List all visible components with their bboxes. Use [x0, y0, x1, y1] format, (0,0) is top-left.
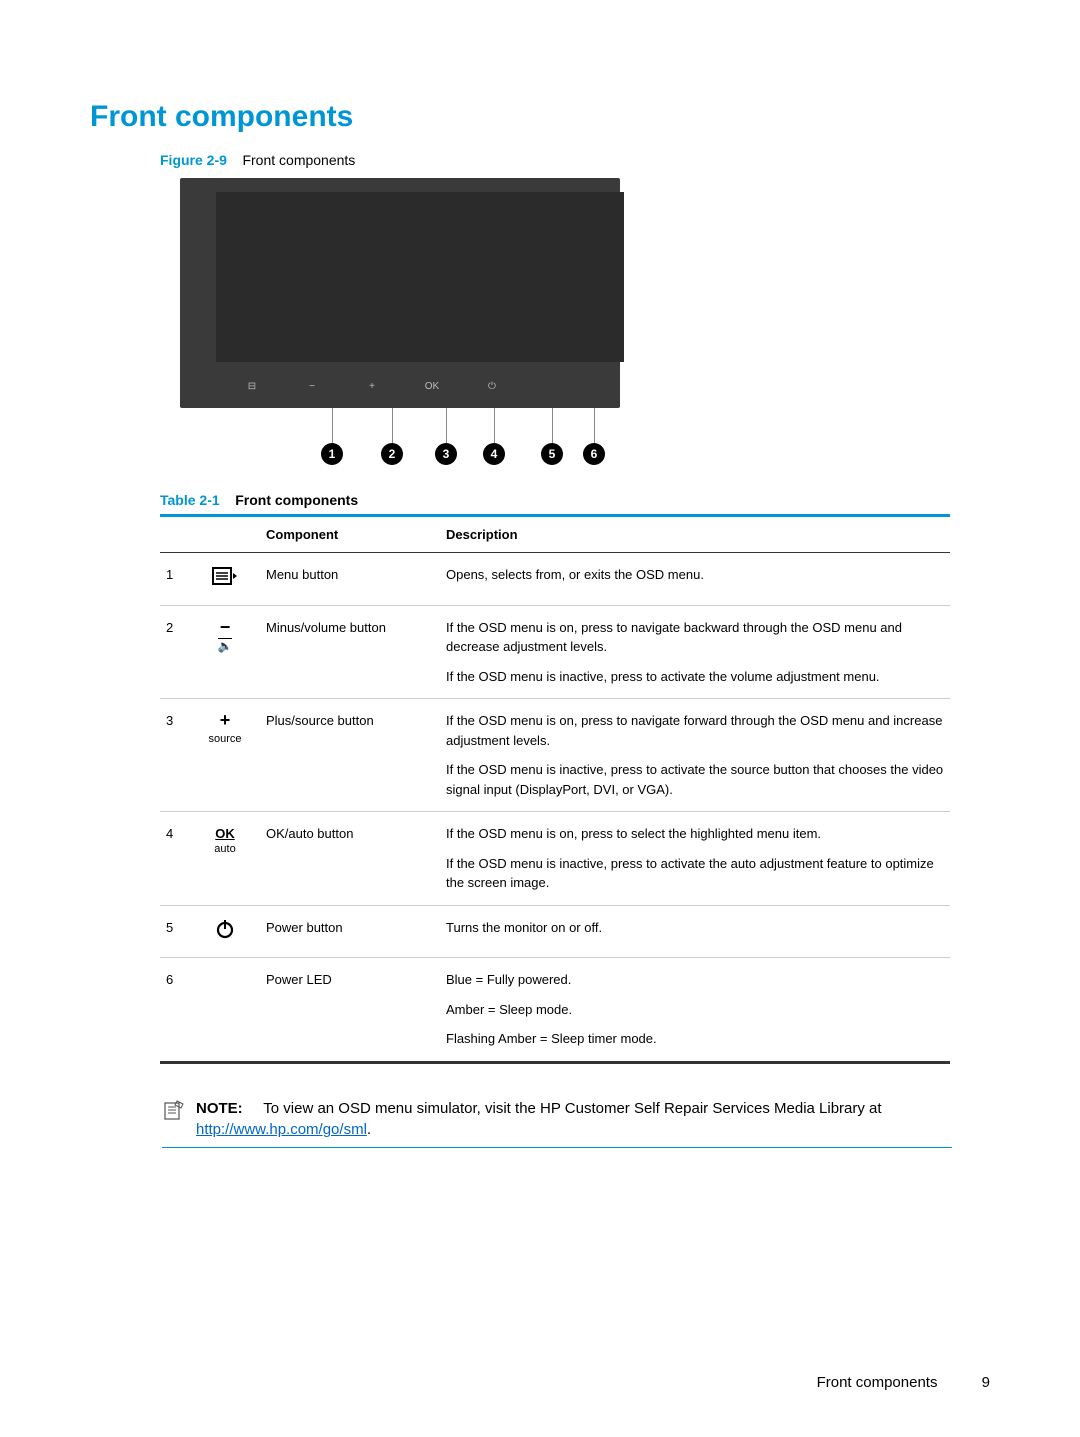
btn-glyph-1: ⊟ [240, 381, 264, 392]
row-icon: +source [190, 699, 260, 812]
figure-caption: Figure 2-9 Front components [160, 152, 990, 168]
row-number: 1 [160, 553, 190, 606]
note-text: NOTE: To view an OSD menu simulator, vis… [196, 1098, 952, 1142]
note-text-before: To view an OSD menu simulator, visit the… [263, 1100, 881, 1117]
table-row: 2−🔈Minus/volume buttonIf the OSD menu is… [160, 605, 950, 699]
component-name: Power button [260, 905, 440, 958]
components-table: Component Description 1 Menu button Opens,… [160, 514, 950, 1064]
note-label: NOTE: [196, 1100, 243, 1117]
row-number: 5 [160, 905, 190, 958]
callout-lines [160, 408, 640, 448]
callout-number: 4 [483, 443, 505, 465]
callout-number: 3 [435, 443, 457, 465]
description-paragraph: Blue = Fully powered. [446, 970, 944, 990]
table-row: 3+sourcePlus/source buttonIf the OSD men… [160, 699, 950, 812]
component-description: Opens, selects from, or exits the OSD me… [440, 553, 950, 606]
component-description: Turns the monitor on or off. [440, 905, 950, 958]
monitor-body: ⊟ − + OK ⏻ [180, 178, 620, 408]
note-block: NOTE: To view an OSD menu simulator, vis… [162, 1098, 952, 1149]
callout-line [446, 408, 447, 444]
description-paragraph: If the OSD menu is inactive, press to ac… [446, 854, 944, 893]
callout-number: 6 [583, 443, 605, 465]
component-description: If the OSD menu is on, press to navigate… [440, 605, 950, 699]
description-paragraph: Flashing Amber = Sleep timer mode. [446, 1029, 944, 1049]
row-number: 4 [160, 812, 190, 906]
row-icon: −🔈 [190, 605, 260, 699]
component-description: If the OSD menu is on, press to select t… [440, 812, 950, 906]
footer-section: Front components [817, 1374, 938, 1391]
table-caption: Table 2-1 Front components [160, 492, 990, 508]
note-icon [162, 1098, 186, 1122]
table-row: 4OKautoOK/auto buttonIf the OSD menu is … [160, 812, 950, 906]
section-heading: Front components [90, 100, 990, 134]
col-header-component: Component [260, 516, 440, 553]
component-name: Minus/volume button [260, 605, 440, 699]
table-row: 5 Power button Turns the monitor on or off… [160, 905, 950, 958]
note-text-after: . [367, 1121, 371, 1138]
callout-line [552, 408, 553, 444]
callout-line [494, 408, 495, 444]
description-paragraph: Amber = Sleep mode. [446, 1000, 944, 1020]
callout-line [332, 408, 333, 444]
callout-number: 2 [381, 443, 403, 465]
description-paragraph: If the OSD menu is inactive, press to ac… [446, 667, 944, 687]
description-paragraph: If the OSD menu is inactive, press to ac… [446, 760, 944, 799]
figure-image: ⊟ − + OK ⏻ 1 2 3 4 56 [160, 178, 640, 478]
component-name: OK/auto button [260, 812, 440, 906]
monitor-screen [216, 192, 624, 362]
figure-title: Front components [242, 152, 355, 168]
table-row: 6 Power LED Blue = Fully powered. Amber = S… [160, 958, 950, 1063]
row-icon [190, 958, 260, 1063]
description-paragraph: If the OSD menu is on, press to select t… [446, 824, 944, 844]
row-icon: OKauto [190, 812, 260, 906]
callout-number: 1 [321, 443, 343, 465]
col-header-description: Description [440, 516, 950, 553]
note-link[interactable]: http://www.hp.com/go/sml [196, 1121, 367, 1138]
row-number: 3 [160, 699, 190, 812]
component-description: Blue = Fully powered. Amber = Sleep mode.… [440, 958, 950, 1063]
row-icon [190, 553, 260, 606]
table-row: 1 Menu button Opens, selects from, or exit… [160, 553, 950, 606]
description-paragraph: If the OSD menu is on, press to navigate… [446, 711, 944, 750]
row-number: 2 [160, 605, 190, 699]
description-paragraph: Turns the monitor on or off. [446, 918, 944, 938]
component-name: Menu button [260, 553, 440, 606]
description-paragraph: Opens, selects from, or exits the OSD me… [446, 565, 944, 585]
btn-glyph-5: ⏻ [480, 381, 504, 392]
footer-page-number: 9 [982, 1374, 990, 1391]
page-footer: Front components 9 [817, 1374, 990, 1391]
component-name: Plus/source button [260, 699, 440, 812]
component-name: Power LED [260, 958, 440, 1063]
callout-line [392, 408, 393, 444]
btn-glyph-3: + [360, 381, 384, 392]
description-paragraph: If the OSD menu is on, press to navigate… [446, 618, 944, 657]
monitor-buttons-row: ⊟ − + OK ⏻ [240, 374, 610, 398]
table-title: Front components [235, 492, 358, 508]
row-number: 6 [160, 958, 190, 1063]
callout-line [594, 408, 595, 444]
btn-glyph-2: − [300, 381, 324, 392]
callout-number: 5 [541, 443, 563, 465]
component-description: If the OSD menu is on, press to navigate… [440, 699, 950, 812]
table-label: Table 2-1 [160, 492, 220, 508]
row-icon [190, 905, 260, 958]
btn-glyph-4: OK [420, 381, 444, 392]
figure-label: Figure 2-9 [160, 152, 227, 168]
